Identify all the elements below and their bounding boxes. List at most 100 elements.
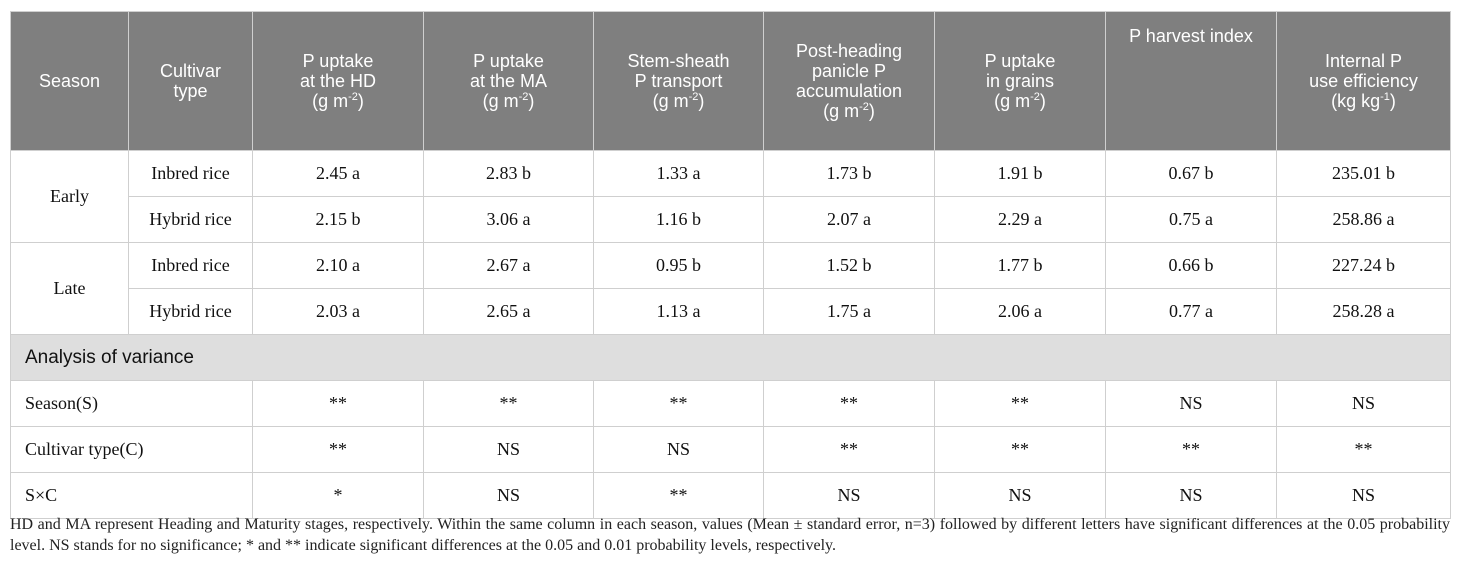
- unit-base: (g m: [823, 101, 860, 121]
- anova-factor-label: Cultivar type(C): [10, 426, 253, 473]
- value-cell: 1.52 b: [763, 242, 935, 289]
- column-unit: (g m-2): [768, 101, 930, 121]
- value-cell: 2.03 a: [252, 288, 424, 335]
- unit-exponent: -2: [859, 101, 869, 113]
- value-cell: 1.73 b: [763, 150, 935, 197]
- value-cell: 235.01 b: [1276, 150, 1451, 197]
- column-unit: (g m-2): [598, 91, 759, 111]
- cultivar-cell: Hybrid rice: [128, 288, 253, 335]
- column-header-line: type: [173, 81, 208, 101]
- column-header-line: Internal P: [1324, 51, 1403, 71]
- table-header: Season Cultivar type P uptake at the HD (g m-…: [10, 11, 1451, 151]
- value-cell: 1.77 b: [934, 242, 1106, 289]
- data-table-container: Season Cultivar type P uptake at the HD (g m-…: [10, 11, 1451, 519]
- value-cell: 2.07 a: [763, 196, 935, 243]
- unit-base: (g m: [312, 91, 349, 111]
- column-header-line: P uptake: [473, 51, 544, 71]
- unit-close: ): [698, 91, 705, 111]
- value-cell: 0.75 a: [1105, 196, 1277, 243]
- column-header-line: at the MA: [469, 71, 548, 91]
- value-cell: 258.28 a: [1276, 288, 1451, 335]
- anova-section-title: Analysis of variance: [10, 334, 1451, 381]
- significance-cell: **: [252, 380, 424, 427]
- value-cell: 2.29 a: [934, 196, 1106, 243]
- unit-close: ): [528, 91, 535, 111]
- value-cell: 2.45 a: [252, 150, 424, 197]
- column-header-line: panicle P: [811, 61, 887, 81]
- column-unit: (kg kg-1): [1281, 91, 1446, 111]
- anova-factor-label: S×C: [10, 472, 253, 519]
- significance-cell: NS: [1276, 380, 1451, 427]
- value-cell: 1.75 a: [763, 288, 935, 335]
- significance-cell: **: [423, 380, 594, 427]
- significance-cell: NS: [1105, 380, 1277, 427]
- column-header: P harvest index: [1105, 11, 1277, 151]
- significance-cell: *: [252, 472, 424, 519]
- value-cell: 1.16 b: [593, 196, 764, 243]
- unit-base: (g m: [482, 91, 519, 111]
- column-header-line: in grains: [985, 71, 1055, 91]
- column-header-line: Stem-sheath: [627, 51, 730, 71]
- table-body: Early Inbred rice 2.45 a 2.83 b 1.33 a 1.73 b…: [10, 150, 1451, 519]
- column-unit: (g m-2): [939, 91, 1101, 111]
- column-header: Cultivar type: [128, 11, 253, 151]
- cultivar-cell: Hybrid rice: [128, 196, 253, 243]
- column-unit: (g m-2): [428, 91, 589, 111]
- significance-cell: NS: [423, 472, 594, 519]
- column-header-line: Post-heading: [795, 41, 903, 61]
- column-header-line: accumulation: [795, 81, 903, 101]
- unit-exponent: -2: [518, 91, 529, 103]
- season-cell: Early: [10, 150, 129, 243]
- value-cell: 2.65 a: [423, 288, 594, 335]
- value-cell: 2.06 a: [934, 288, 1106, 335]
- value-cell: 0.95 b: [593, 242, 764, 289]
- column-header: P uptake in grains (g m-2): [934, 11, 1106, 151]
- significance-cell: NS: [423, 426, 594, 473]
- column-header: P uptake at the MA (g m-2): [423, 11, 594, 151]
- anova-row: Season(S) ** ** ** ** ** NS NS: [10, 380, 1451, 427]
- value-cell: 2.83 b: [423, 150, 594, 197]
- unit-close: ): [357, 91, 364, 111]
- significance-cell: **: [1276, 426, 1451, 473]
- value-cell: 0.67 b: [1105, 150, 1277, 197]
- column-header-line: Season: [38, 71, 101, 91]
- table-row: Early Inbred rice 2.45 a 2.83 b 1.33 a 1.73 b…: [10, 150, 1451, 243]
- unit-close: ): [1039, 91, 1046, 111]
- unit-exponent: -2: [1030, 91, 1040, 103]
- column-header-line: P transport: [634, 71, 723, 91]
- unit-exponent: -1: [1380, 91, 1390, 103]
- table-row: Hybrid rice 2.15 b 3.06 a 1.16 b 2.07 a 2.29 …: [11, 196, 1451, 243]
- value-cell: 2.15 b: [252, 196, 424, 243]
- value-cell: 1.33 a: [593, 150, 764, 197]
- unit-base: (g m: [994, 91, 1031, 111]
- significance-cell: NS: [1105, 472, 1277, 519]
- significance-cell: NS: [934, 472, 1106, 519]
- value-cell: 258.86 a: [1276, 196, 1451, 243]
- unit-exponent: -2: [688, 91, 699, 103]
- value-cell: 2.67 a: [423, 242, 594, 289]
- value-cell: 2.10 a: [252, 242, 424, 289]
- table-row: Hybrid rice 2.03 a 2.65 a 1.13 a 1.75 a 2.06 …: [11, 288, 1451, 335]
- significance-cell: **: [763, 426, 935, 473]
- unit-close: ): [868, 101, 875, 121]
- value-cell: 227.24 b: [1276, 242, 1451, 289]
- value-cell: 1.13 a: [593, 288, 764, 335]
- table-footnote: HD and MA represent Heading and Maturity…: [10, 516, 1450, 554]
- column-header-line: P uptake: [302, 51, 374, 71]
- value-cell: 0.77 a: [1105, 288, 1277, 335]
- value-cell: 1.91 b: [934, 150, 1106, 197]
- cultivar-cell: Inbred rice: [128, 242, 253, 289]
- significance-cell: **: [934, 426, 1106, 473]
- anova-section-row: Analysis of variance: [10, 334, 1451, 381]
- unit-close: ): [1389, 91, 1396, 111]
- column-header-line: at the HD: [299, 71, 377, 91]
- unit-exponent: -2: [348, 91, 358, 103]
- header-row: Season Cultivar type P uptake at the HD (g m-…: [10, 11, 1451, 151]
- significance-cell: **: [763, 380, 935, 427]
- significance-cell: NS: [593, 426, 764, 473]
- unit-base: (kg kg: [1331, 91, 1381, 111]
- anova-row: S×C * NS ** NS NS NS NS: [10, 472, 1451, 519]
